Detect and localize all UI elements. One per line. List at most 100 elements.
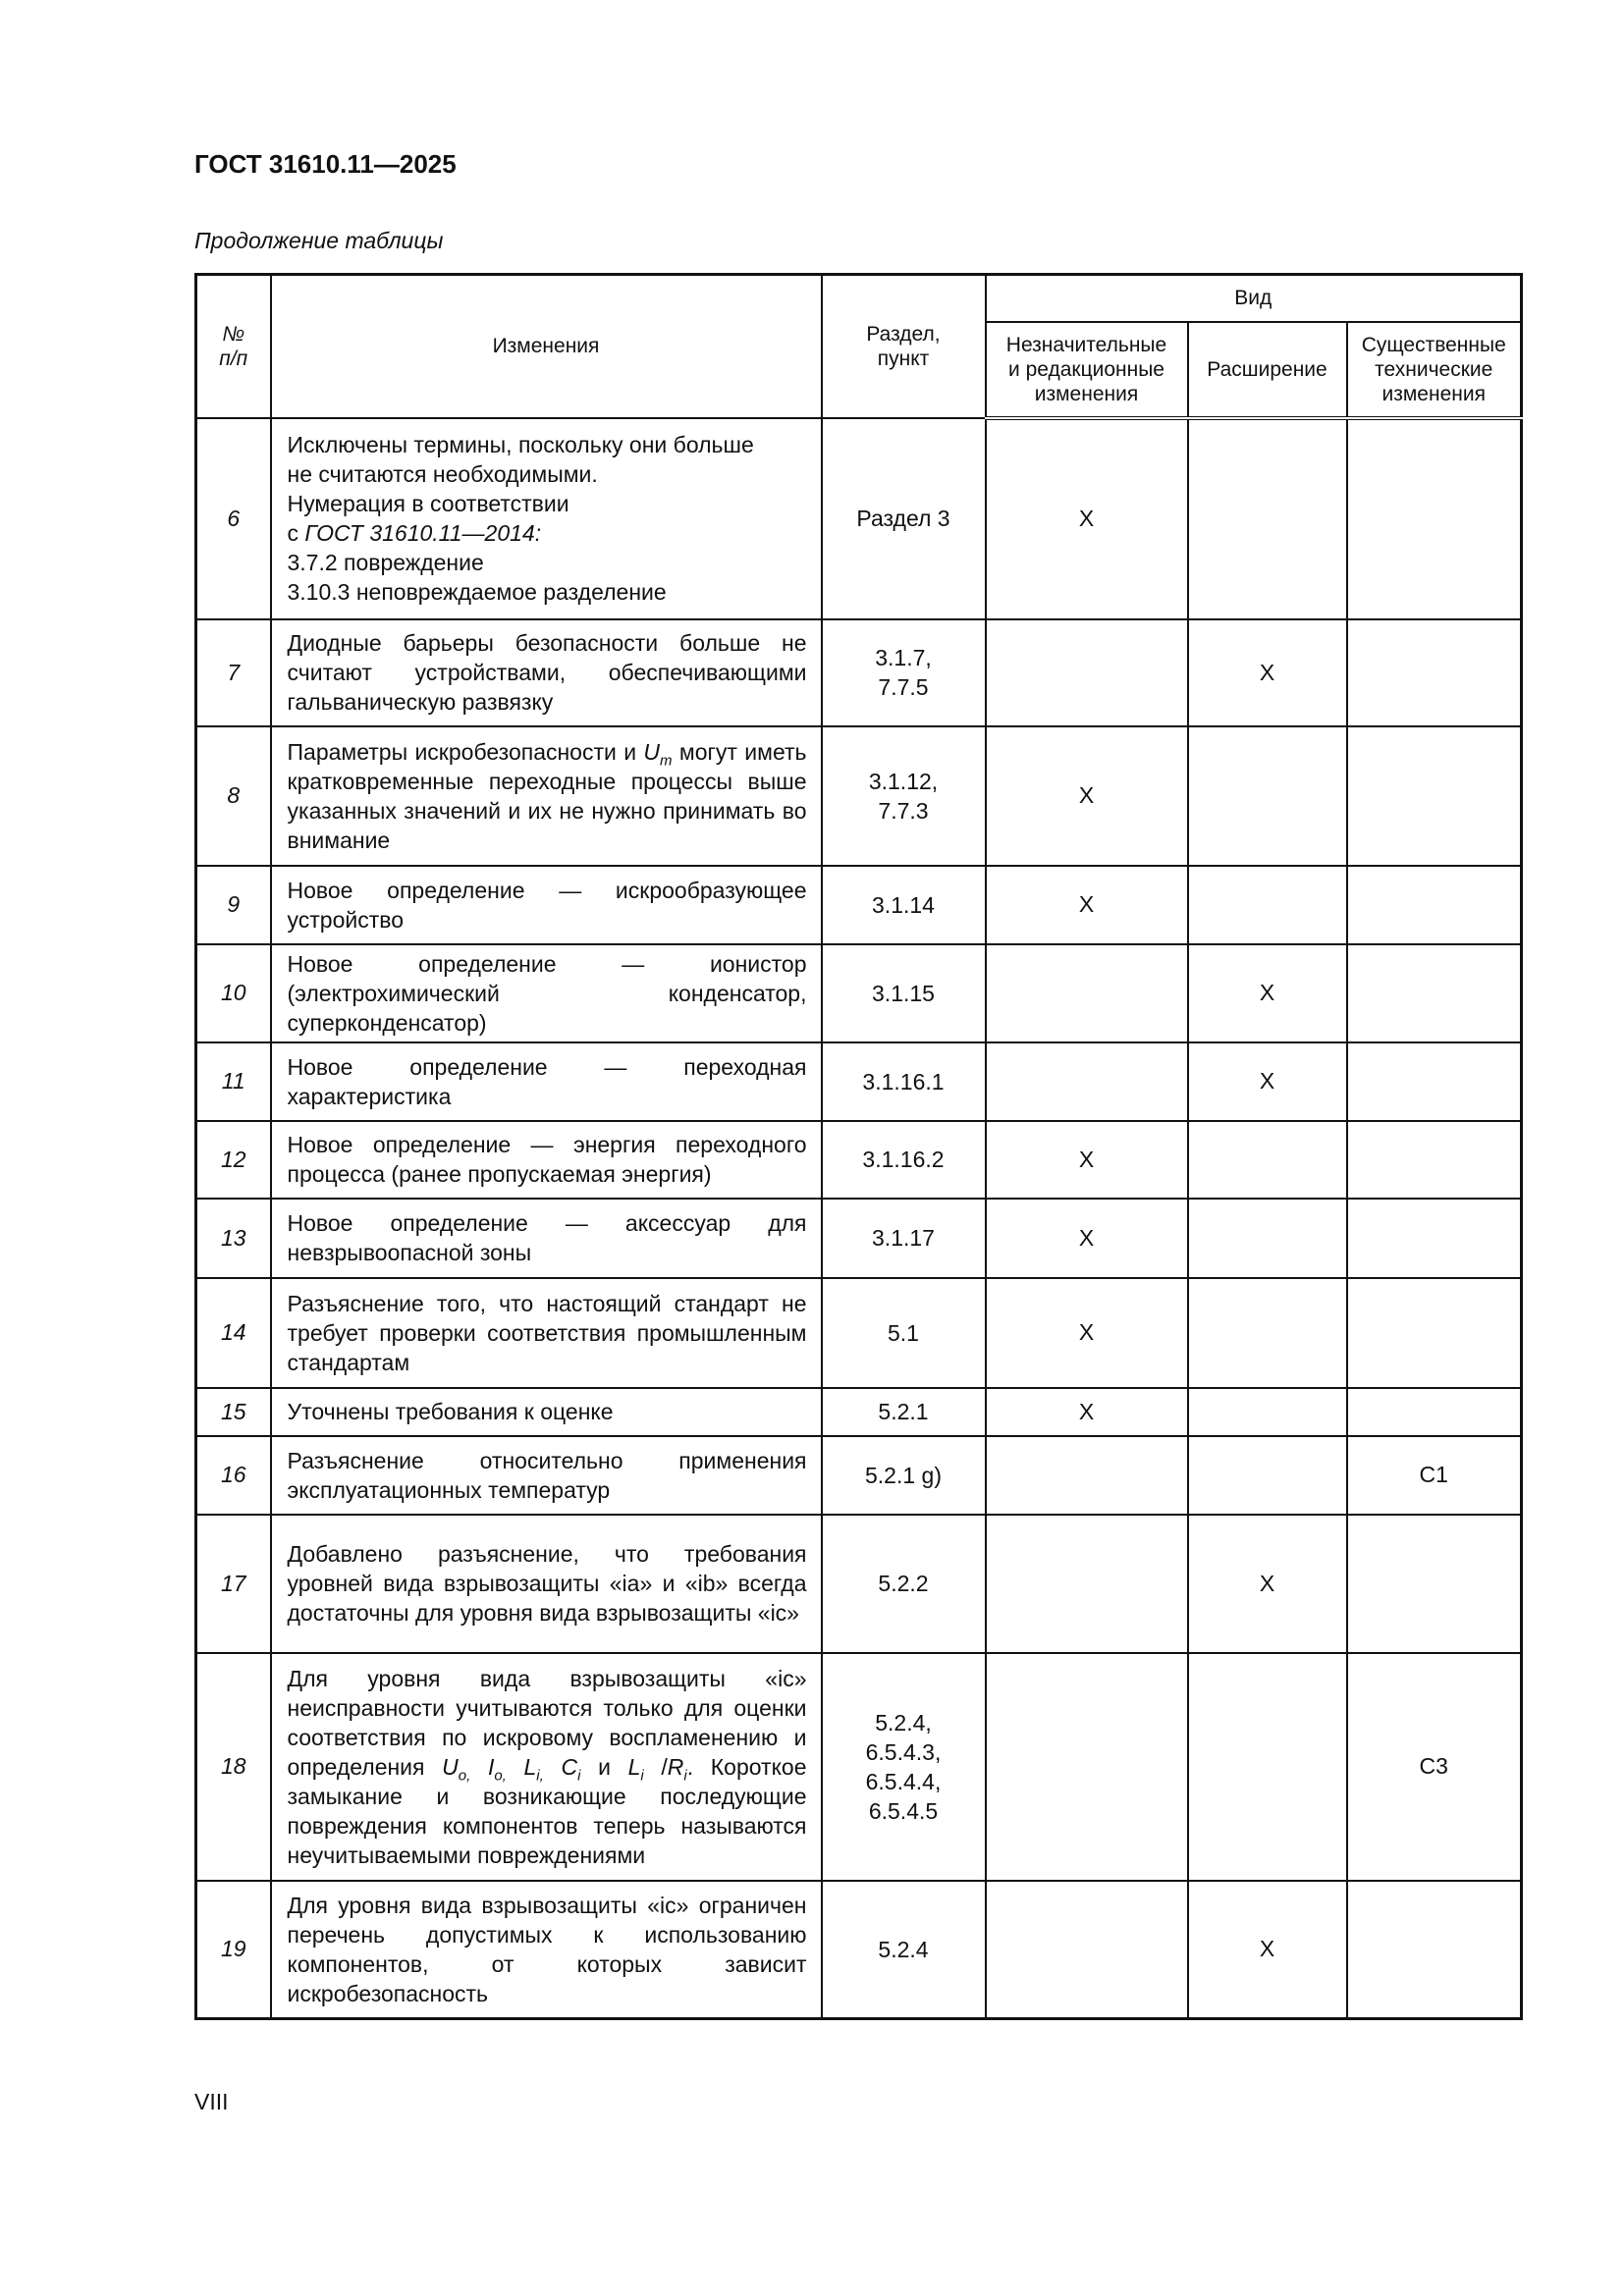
description-segment: Новое определение — переходная характери… (288, 1054, 807, 1109)
description-segment: Li, (523, 1753, 544, 1784)
table-row: 18 Для уровня вида взрывозащиты «ic» неис… (194, 1651, 1523, 1882)
description-segment: 3.7.2 повреждение 3.10.3 неповреждаемое … (288, 550, 667, 605)
table-row: 14 Разъяснение того, что настоящий станда… (194, 1276, 1523, 1389)
description-segment: . Короткое замыкание и возникающие после… (288, 1754, 807, 1868)
segment-subscript: o, (458, 1767, 471, 1785)
table-row: 9 Новое определение — искрообразующее уст… (194, 864, 1523, 945)
row-technical-mark (1345, 1879, 1523, 2020)
segment-subscript: i (577, 1767, 581, 1785)
row-number: 14 (194, 1276, 272, 1389)
row-technical-mark (1345, 724, 1523, 867)
row-description: Исключены термины, поскольку они больше … (269, 416, 823, 620)
row-number: 16 (194, 1434, 272, 1516)
row-technical-mark (1345, 617, 1523, 727)
table-continuation-label: Продолжение таблицы (194, 228, 444, 253)
row-minor-mark (984, 617, 1189, 727)
description-segment: ГОСТ 31610.11—2014: (304, 520, 541, 546)
description-segment: Новое определение — искрообразующее устр… (288, 878, 807, 933)
row-extension-mark: X (1186, 1879, 1348, 2020)
description-segment: Для уровня вида взрывозащиты «ic» ограни… (288, 1893, 807, 2006)
row-section: 5.2.4 (820, 1879, 987, 2020)
row-minor-mark (984, 1434, 1189, 1516)
segment-text: R (667, 1753, 684, 1780)
page-number: VIII (194, 2089, 229, 2114)
row-extension-mark (1186, 1119, 1348, 1200)
row-extension-mark (1186, 1651, 1348, 1882)
row-minor-mark: X (984, 724, 1189, 867)
segment-subscript: m (660, 752, 673, 770)
row-section: 5.2.4, 6.5.4.3, 6.5.4.4, 6.5.4.5 (820, 1651, 987, 1882)
segment-text: Новое определение — искрообразующее устр… (287, 877, 807, 933)
description-segment: Новое определение — ионистор (электрохим… (288, 951, 807, 1036)
row-technical-mark (1345, 1386, 1523, 1437)
row-number: 11 (194, 1041, 272, 1122)
description-segment: Um (643, 739, 672, 769)
row-section: 5.1 (820, 1276, 987, 1389)
row-technical-mark: C3 (1345, 1651, 1523, 1882)
header-section: Раздел, пункт (820, 273, 987, 419)
row-extension-mark: X (1186, 1041, 1348, 1122)
row-extension-mark (1186, 416, 1348, 620)
segment-text: I (487, 1753, 495, 1780)
table-row: 10 Новое определение — ионистор (электрох… (194, 942, 1523, 1043)
row-description: Новое определение — искрообразующее устр… (269, 864, 823, 945)
description-segment: Параметры искробезопасности и (288, 739, 644, 765)
row-minor-mark: X (984, 1119, 1189, 1200)
description-segment: Uo, (442, 1754, 470, 1784)
segment-text: Для уровня вида взрывозащиты «ic» ограни… (287, 1892, 807, 2006)
row-description: Добавлено разъяснение, что требования ур… (269, 1513, 823, 1654)
header-technical: Существенные технические изменения (1345, 320, 1523, 420)
row-minor-mark: X (984, 864, 1189, 945)
description-segment: Разъяснение того, что настоящий стандарт… (288, 1291, 807, 1375)
changes-table: № п/п Изменения Раздел, пункт Вид Незнач… (194, 273, 1523, 2020)
row-number: 12 (194, 1119, 272, 1200)
row-description: Диодные барьеры безопасности больше не с… (269, 617, 823, 727)
row-section: 3.1.12, 7.7.3 (820, 724, 987, 867)
row-extension-mark: X (1186, 942, 1348, 1043)
row-minor-mark (984, 1879, 1189, 2020)
description-segment: Уточнены требования к оценке (288, 1399, 614, 1424)
row-number: 17 (194, 1513, 272, 1654)
table-row: 19 Для уровня вида взрывозащиты «ic» огра… (194, 1879, 1523, 2020)
row-minor-mark (984, 1041, 1189, 1122)
row-section: 3.1.15 (820, 942, 987, 1043)
segment-text: 3.7.2 повреждение 3.10.3 неповреждаемое … (287, 550, 667, 605)
description-segment (507, 1754, 524, 1780)
row-number: 7 (194, 617, 272, 727)
segment-subscript: i (640, 1767, 644, 1785)
description-segment: и (580, 1754, 627, 1780)
description-segment: Диодные барьеры безопасности больше не с… (288, 630, 807, 715)
description-segment: могут иметь кратковременные переходные п… (288, 739, 807, 853)
row-section: 3.1.7, 7.7.5 (820, 617, 987, 727)
segment-text: Параметры искробезопасности и (287, 738, 644, 765)
table-row: 6 Исключены термины, поскольку они больше… (194, 416, 1523, 620)
row-section: 5.2.1 (820, 1386, 987, 1437)
row-technical-mark (1345, 1197, 1523, 1279)
description-segment: / (644, 1754, 667, 1780)
row-minor-mark: X (984, 416, 1189, 620)
table-row: 7 Диодные барьеры безопасности больше не … (194, 617, 1523, 727)
segment-text: могут иметь кратковременные переходные п… (287, 738, 807, 853)
table-row: 11 Новое определение — переходная характе… (194, 1041, 1523, 1122)
segment-text: Разъяснение того, что настоящий стандарт… (287, 1290, 807, 1375)
row-section: 5.2.2 (820, 1513, 987, 1654)
description-segment: Добавлено разъяснение, что требования ур… (288, 1541, 807, 1626)
segment-text: . Короткое замыкание и возникающие после… (287, 1753, 807, 1868)
segment-text (507, 1754, 524, 1780)
row-section: 3.1.17 (820, 1197, 987, 1279)
row-description: Уточнены требования к оценке (269, 1386, 823, 1437)
description-segment: Исключены термины, поскольку они больше … (288, 432, 754, 546)
description-segment (470, 1754, 488, 1780)
row-extension-mark (1186, 1434, 1348, 1516)
segment-text: Новое определение — энергия переходного … (287, 1132, 807, 1187)
segment-text: L (523, 1753, 537, 1780)
row-number: 9 (194, 864, 272, 945)
document-title: ГОСТ 31610.11—2025 (194, 149, 457, 179)
row-extension-mark (1186, 1386, 1348, 1437)
row-section: 5.2.1 g) (820, 1434, 987, 1516)
row-technical-mark (1345, 1276, 1523, 1389)
row-extension-mark (1186, 1197, 1348, 1279)
row-description: Разъяснение относительно применения эксп… (269, 1434, 823, 1516)
row-number: 18 (194, 1651, 272, 1882)
table-row: 15 Уточнены требования к оценке 5.2.1 X (194, 1386, 1523, 1437)
